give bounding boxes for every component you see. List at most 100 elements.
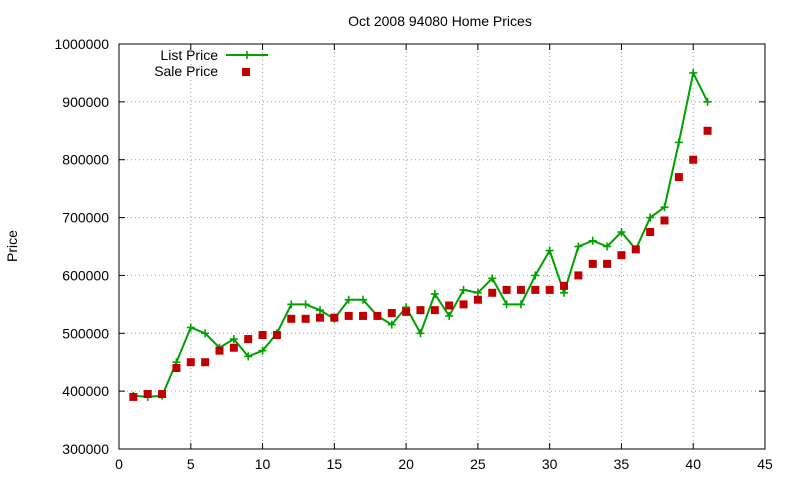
list-price-point	[560, 288, 569, 297]
sale-price-point	[172, 364, 181, 372]
sale-price-point	[703, 126, 712, 135]
sale-price-point	[215, 346, 224, 355]
sale-price-point	[502, 285, 511, 294]
plot-frame	[118, 43, 766, 450]
list-price-point	[430, 289, 439, 298]
sale-price-point	[143, 390, 152, 399]
y-tick-label: 1000000	[54, 36, 109, 52]
sale-price-point	[301, 314, 310, 323]
grid	[119, 44, 765, 449]
sale-price-point	[229, 343, 238, 352]
sale-price-point	[158, 390, 167, 399]
list-price-point	[186, 323, 195, 332]
list-price-point	[545, 246, 554, 255]
x-tick-label: 0	[115, 456, 123, 472]
sale-price-point	[287, 314, 296, 323]
y-tick-label: 700000	[62, 210, 109, 226]
list-price-point	[646, 213, 655, 222]
sale-price-point	[201, 358, 210, 367]
x-tick-label: 10	[255, 456, 271, 472]
sale-price-point	[430, 306, 439, 315]
list-price-point	[516, 300, 525, 309]
list-price-point	[660, 203, 669, 212]
x-tick-label: 25	[470, 456, 486, 472]
x-tick-label: 30	[542, 456, 558, 472]
list-price-point	[387, 320, 396, 329]
list-price-point	[258, 346, 267, 355]
sale-price-point	[186, 358, 195, 367]
list-price-point	[574, 242, 583, 251]
y-tick-label: 800000	[62, 152, 109, 168]
y-tick-label: 500000	[62, 325, 109, 341]
sale-price-point	[330, 313, 339, 322]
y-tick-label: 300000	[62, 441, 109, 457]
list-price-point	[244, 352, 253, 361]
sale-price-point	[445, 301, 454, 310]
list-price-point	[229, 335, 238, 344]
sale-price-point	[488, 288, 497, 297]
list-price-point	[502, 300, 511, 309]
sale-price-point	[545, 285, 554, 294]
list-price-point	[315, 306, 324, 315]
sale-price-point	[387, 309, 396, 318]
series	[129, 68, 712, 401]
legend: List Price Sale Price	[154, 47, 268, 79]
list-price-point	[344, 295, 353, 304]
chart-title: Oct 2008 94080 Home Prices	[348, 13, 532, 29]
list-price-point	[488, 274, 497, 283]
list-price-point	[617, 228, 626, 237]
sale-price-point	[560, 281, 569, 290]
sale-price-point	[473, 295, 482, 304]
list-price-point	[603, 242, 612, 251]
sale-price-point	[244, 335, 253, 344]
sale-price-point	[674, 173, 683, 182]
list-price-point	[473, 288, 482, 297]
sale-price-point	[344, 311, 353, 320]
y-tick-label: 900000	[62, 94, 109, 110]
list-price-point	[287, 300, 296, 309]
sale-price-point	[359, 311, 368, 320]
x-tick-label: 35	[614, 456, 630, 472]
x-tick-label: 5	[187, 456, 195, 472]
sale-price-point	[416, 306, 425, 315]
y-tick-label: 600000	[62, 267, 109, 283]
axis-ticks: 300000 400000 500000 600000 700000 800000 9000…	[54, 36, 773, 472]
sale-price-point	[588, 259, 597, 268]
sale-price-point	[373, 311, 382, 320]
sale-price-point	[660, 216, 669, 225]
sale-price-point	[272, 331, 281, 340]
list-price-point	[531, 271, 540, 280]
x-tick-label: 40	[685, 456, 701, 472]
list-price-point	[416, 329, 425, 338]
list-price-point	[689, 68, 698, 77]
y-axis-label: Price	[4, 230, 20, 262]
sale-price-point	[129, 392, 138, 401]
list-price-point	[445, 311, 454, 320]
sale-price-point	[459, 300, 468, 309]
sale-price-point	[315, 313, 324, 322]
sale-price-point	[516, 285, 525, 294]
list-price-point	[359, 295, 368, 304]
list-price-point	[459, 285, 468, 294]
legend-marker-list-price	[243, 51, 251, 59]
sale-price-point	[631, 245, 640, 254]
sale-price-point	[646, 228, 655, 237]
sale-price-point	[603, 259, 612, 268]
legend-marker-sale-price	[242, 68, 250, 76]
legend-label-sale-price: Sale Price	[154, 63, 218, 79]
list-price-point	[201, 329, 210, 338]
y-tick-label: 400000	[62, 383, 109, 399]
sale-price-point	[689, 155, 698, 164]
list-price-point	[588, 236, 597, 245]
sale-price-point	[531, 285, 540, 294]
legend-label-list-price: List Price	[160, 47, 218, 63]
sale-price-point	[402, 307, 411, 316]
list-price-point	[301, 300, 310, 309]
x-tick-label: 15	[327, 456, 343, 472]
list-price-point	[703, 97, 712, 106]
sale-price-point	[258, 331, 267, 340]
list-price-point	[674, 138, 683, 147]
sale-price-point	[617, 251, 626, 260]
